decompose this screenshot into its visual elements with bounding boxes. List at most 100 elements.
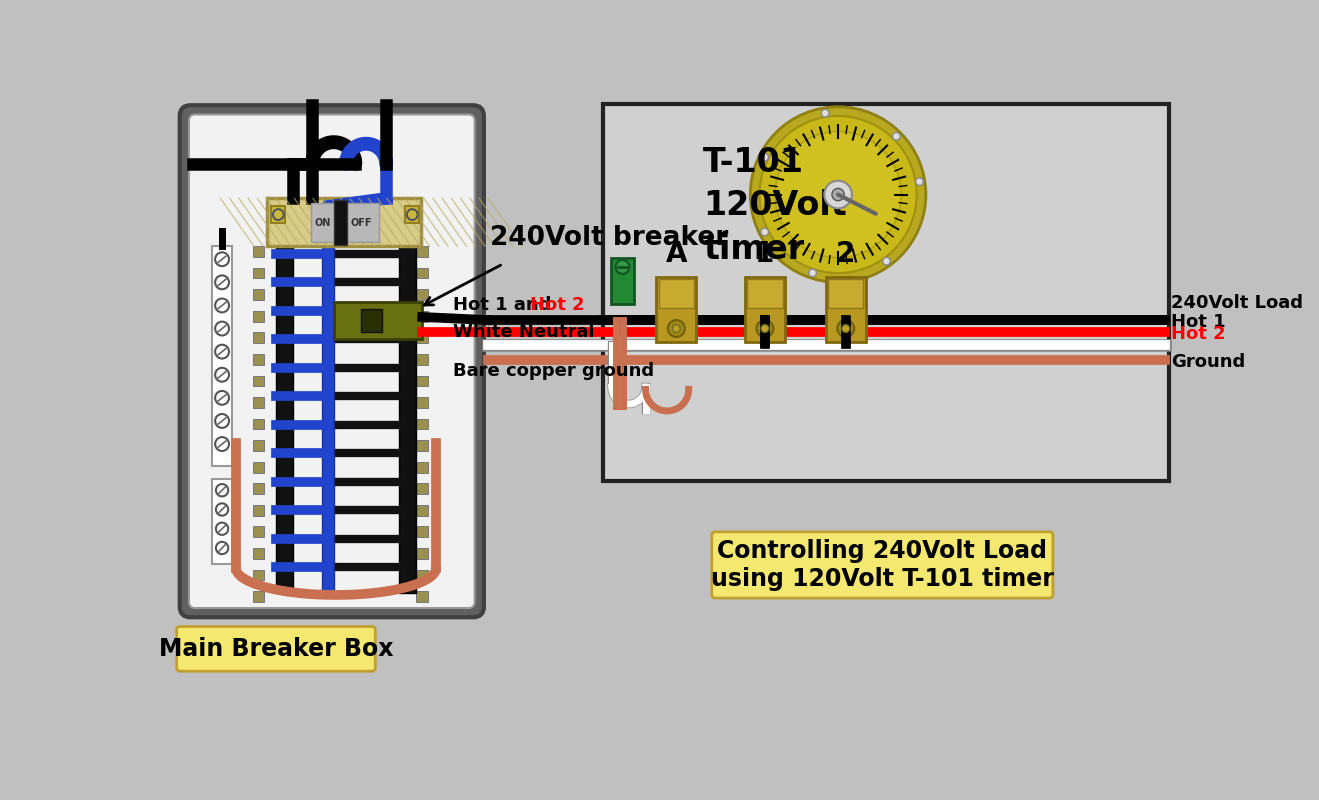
- Bar: [253, 246, 264, 257]
- Bar: [658, 279, 694, 308]
- Bar: [415, 570, 427, 580]
- Circle shape: [216, 503, 228, 516]
- Circle shape: [616, 260, 629, 274]
- Bar: [415, 462, 427, 473]
- Bar: [335, 200, 347, 245]
- Bar: [311, 203, 379, 242]
- Circle shape: [776, 131, 901, 258]
- Bar: [415, 591, 427, 602]
- Bar: [415, 440, 427, 451]
- Text: Bare copper ground: Bare copper ground: [452, 362, 654, 381]
- FancyBboxPatch shape: [189, 114, 475, 608]
- Circle shape: [893, 133, 900, 140]
- Circle shape: [760, 116, 917, 273]
- Bar: [253, 483, 264, 494]
- Text: OFF: OFF: [351, 218, 372, 228]
- Text: Hot 1 and: Hot 1 and: [452, 296, 558, 314]
- Bar: [415, 332, 427, 343]
- Bar: [745, 277, 785, 342]
- Circle shape: [215, 275, 230, 290]
- Bar: [253, 505, 264, 516]
- Bar: [253, 311, 264, 322]
- Bar: [253, 462, 264, 473]
- Bar: [253, 375, 264, 386]
- FancyBboxPatch shape: [712, 532, 1053, 598]
- Bar: [253, 332, 264, 343]
- Bar: [415, 483, 427, 494]
- Circle shape: [761, 228, 769, 236]
- Text: Main Breaker Box: Main Breaker Box: [158, 637, 393, 661]
- Text: Hot 2: Hot 2: [530, 296, 584, 314]
- Circle shape: [215, 345, 230, 358]
- Circle shape: [842, 325, 849, 332]
- Circle shape: [216, 522, 228, 535]
- Text: 1: 1: [756, 240, 774, 268]
- Bar: [253, 354, 264, 365]
- Circle shape: [822, 110, 830, 117]
- Bar: [253, 591, 264, 602]
- Circle shape: [215, 322, 230, 335]
- Text: A: A: [666, 240, 687, 268]
- Text: T-101
120Volt
timer: T-101 120Volt timer: [703, 146, 847, 266]
- Bar: [747, 279, 782, 308]
- Bar: [415, 375, 427, 386]
- Bar: [611, 258, 634, 304]
- Circle shape: [824, 181, 852, 209]
- Circle shape: [673, 325, 681, 332]
- Bar: [253, 570, 264, 580]
- Bar: [415, 290, 427, 300]
- Bar: [415, 548, 427, 558]
- Text: 2: 2: [836, 240, 856, 268]
- Circle shape: [215, 252, 230, 266]
- Bar: [253, 397, 264, 408]
- Bar: [657, 277, 696, 342]
- Bar: [415, 526, 427, 538]
- Circle shape: [216, 542, 228, 554]
- Circle shape: [751, 106, 926, 282]
- Circle shape: [832, 188, 844, 201]
- Bar: [360, 310, 383, 332]
- Circle shape: [216, 484, 228, 496]
- Text: 240Volt Load: 240Volt Load: [1171, 294, 1303, 312]
- Bar: [253, 548, 264, 558]
- Bar: [253, 418, 264, 430]
- Bar: [212, 479, 232, 564]
- Bar: [334, 302, 422, 339]
- Circle shape: [215, 437, 230, 451]
- Circle shape: [915, 178, 923, 186]
- Bar: [415, 505, 427, 516]
- Bar: [826, 277, 865, 342]
- Circle shape: [667, 320, 685, 337]
- FancyBboxPatch shape: [177, 626, 376, 671]
- Circle shape: [215, 391, 230, 405]
- Bar: [603, 104, 1169, 481]
- Circle shape: [838, 320, 855, 337]
- Bar: [415, 311, 427, 322]
- Bar: [253, 440, 264, 451]
- Circle shape: [215, 298, 230, 312]
- Text: ON: ON: [315, 218, 331, 228]
- Circle shape: [761, 325, 769, 332]
- Text: 240Volt breaker: 240Volt breaker: [491, 226, 728, 251]
- Text: Hot 2: Hot 2: [1171, 325, 1227, 343]
- Bar: [253, 290, 264, 300]
- FancyBboxPatch shape: [179, 106, 484, 618]
- Text: Hot 1: Hot 1: [1171, 313, 1227, 330]
- Circle shape: [215, 414, 230, 428]
- Bar: [253, 268, 264, 278]
- Bar: [405, 206, 419, 223]
- Text: Controlling 240Volt Load
using 120Volt T-101 timer: Controlling 240Volt Load using 120Volt T…: [711, 539, 1054, 591]
- Bar: [276, 230, 293, 593]
- Bar: [266, 198, 421, 246]
- Bar: [400, 230, 415, 593]
- Bar: [272, 206, 285, 223]
- Text: Ground: Ground: [1171, 353, 1245, 370]
- Bar: [828, 279, 864, 308]
- Circle shape: [757, 320, 773, 337]
- Circle shape: [215, 368, 230, 382]
- Circle shape: [809, 269, 816, 277]
- Bar: [415, 246, 427, 257]
- Bar: [253, 526, 264, 538]
- Text: White Neutral: White Neutral: [452, 323, 595, 341]
- Bar: [415, 397, 427, 408]
